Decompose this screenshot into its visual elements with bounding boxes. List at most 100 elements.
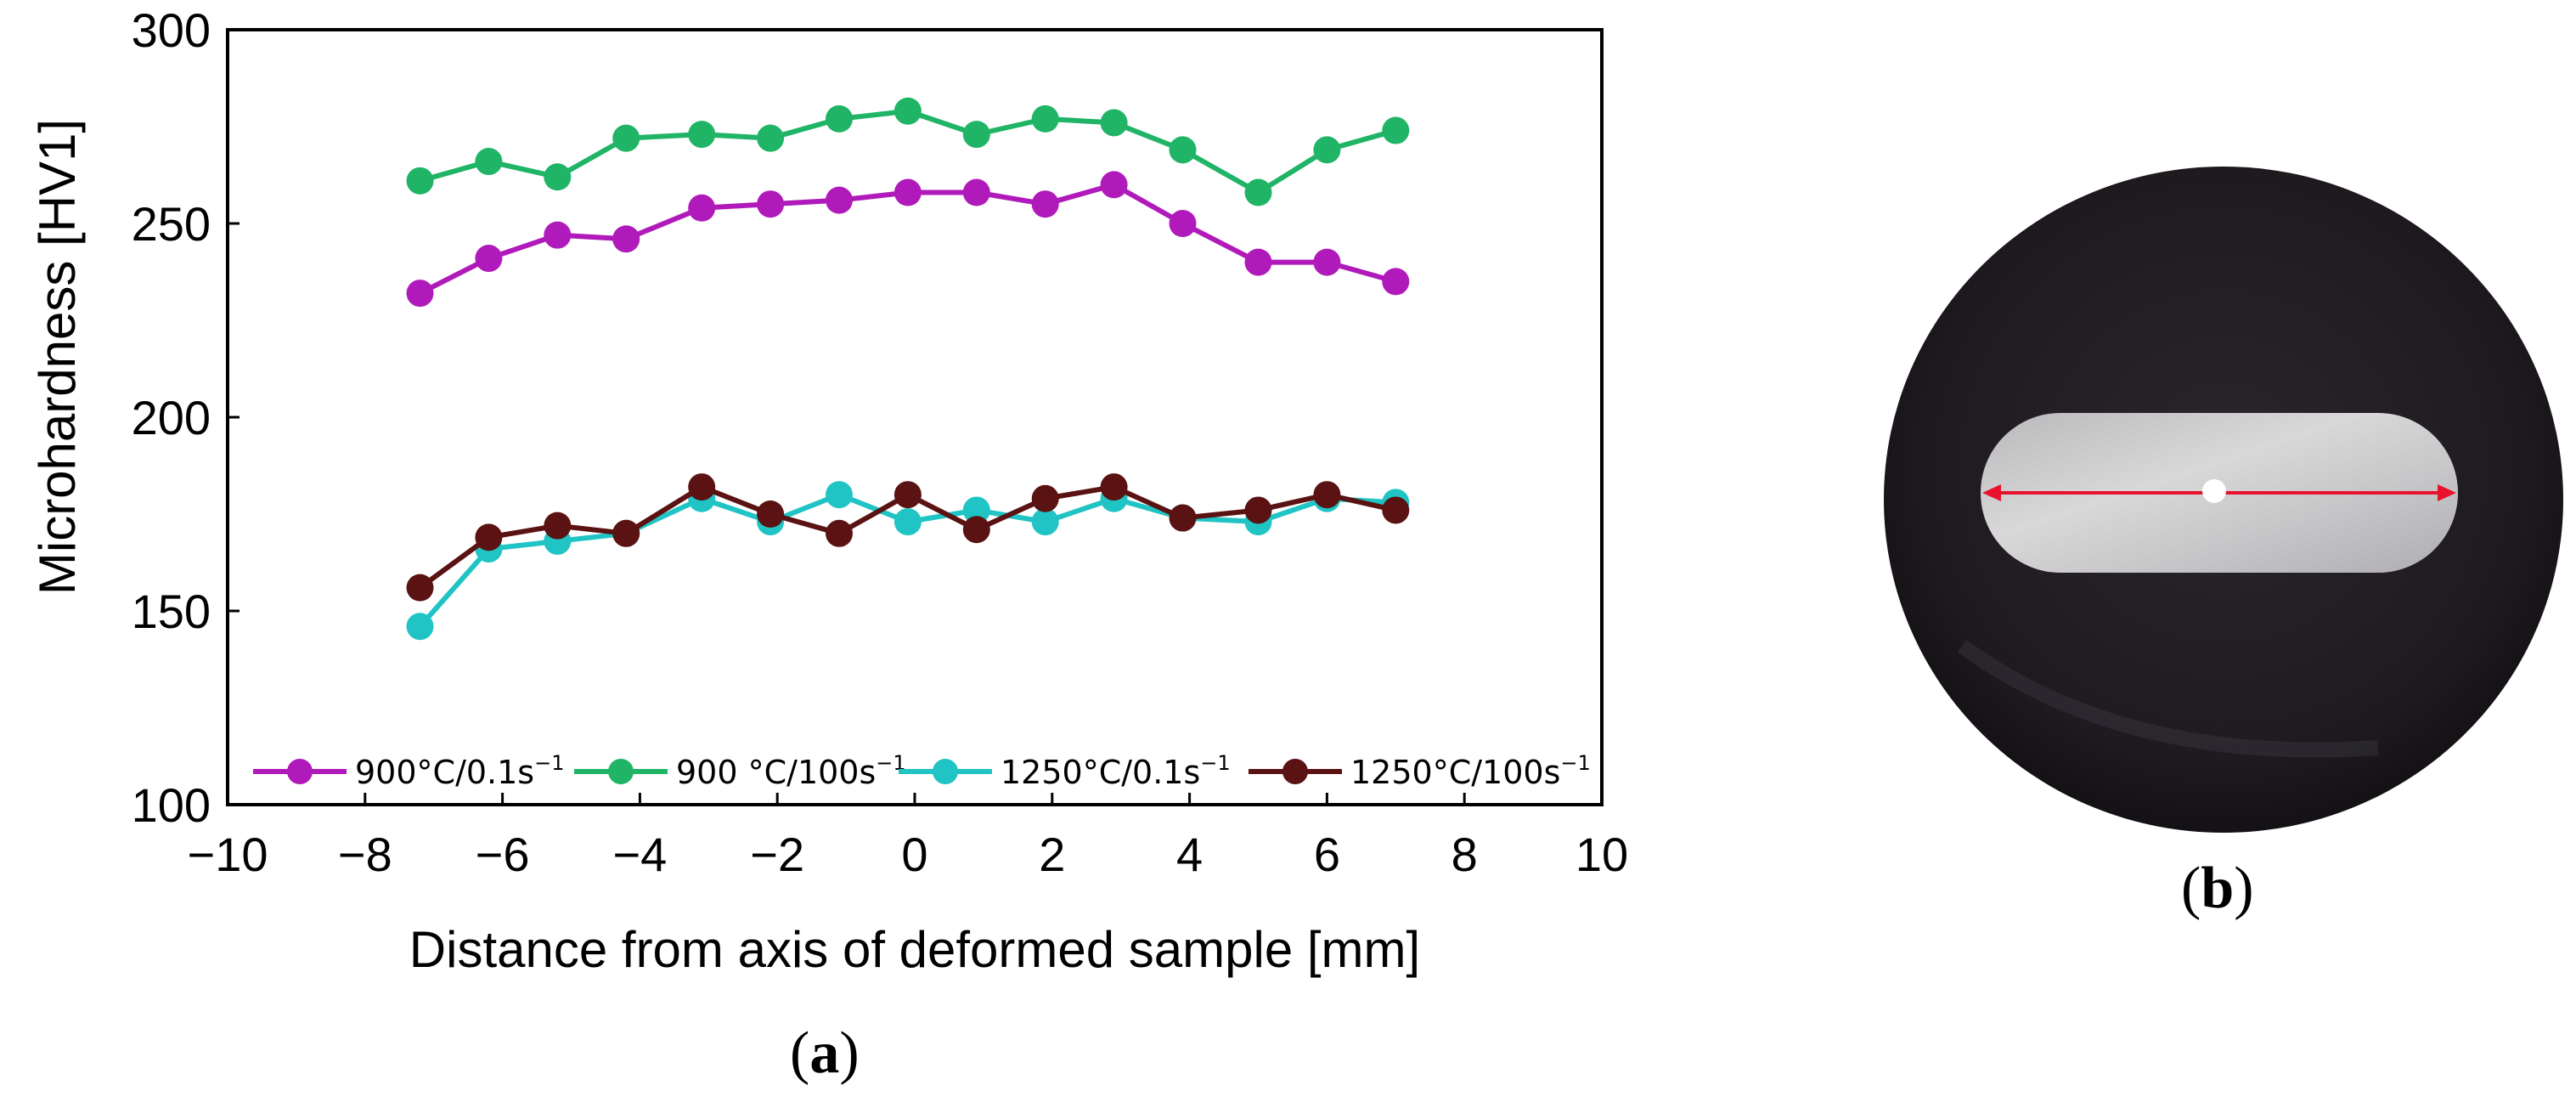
arrow-right-icon <box>2438 484 2456 501</box>
data-point <box>826 186 854 214</box>
legend-label-superscript: −1 <box>1200 751 1230 775</box>
data-point <box>1169 136 1197 164</box>
data-point <box>688 194 716 222</box>
data-point <box>893 178 922 206</box>
legend-marker <box>287 759 313 784</box>
chart-panel-a: 100 150 200 250 300 −10 −8 −6 −4 −2 0 2 4 6 8 10 Dista… <box>29 3 1628 1086</box>
data-point <box>757 190 785 218</box>
x-tick-label: 4 <box>1176 828 1203 881</box>
data-point <box>1382 268 1410 296</box>
data-point <box>962 178 990 206</box>
y-axis-ticks: 100 150 200 250 300 <box>132 3 240 832</box>
x-tick-label: 2 <box>1039 828 1065 881</box>
data-point <box>1169 504 1197 532</box>
legend-label-text: 1250°C/0.1s <box>1001 754 1200 791</box>
data-point <box>612 519 640 547</box>
series-3 <box>406 473 1410 602</box>
data-point <box>1244 496 1272 524</box>
data-point <box>475 245 503 273</box>
legend-label-text: 900 °C/100s <box>676 754 876 791</box>
data-point <box>475 523 503 551</box>
x-tick-label: 10 <box>1575 828 1628 881</box>
x-axis-ticks: −10 −8 −6 −4 −2 0 2 4 6 8 10 <box>188 793 1628 881</box>
legend-marker <box>1282 759 1308 784</box>
x-tick-label: −6 <box>476 828 530 881</box>
data-point <box>962 516 990 544</box>
y-tick-label: 150 <box>132 585 211 638</box>
panel-label-a: a <box>809 1020 839 1086</box>
data-point <box>1244 248 1272 276</box>
data-point <box>544 163 572 191</box>
data-point <box>1031 105 1059 133</box>
data-point <box>1313 481 1341 509</box>
arrow-left-icon <box>1982 484 2001 501</box>
x-tick-label: −2 <box>750 828 804 881</box>
data-point <box>406 280 434 308</box>
legend-entry: 1250°C/100s−1 <box>1249 751 1591 791</box>
data-point <box>544 221 572 249</box>
data-point <box>688 121 716 149</box>
series-1 <box>406 97 1410 206</box>
data-point <box>1169 210 1197 237</box>
series-0 <box>406 171 1410 308</box>
data-point <box>826 105 854 133</box>
legend-entry: 900 °C/100s−1 <box>574 751 906 791</box>
data-point <box>1244 178 1272 206</box>
panel-caption-b: (b) <box>2181 856 2254 921</box>
data-point <box>1100 171 1128 199</box>
x-tick-label: −8 <box>338 828 392 881</box>
data-point <box>1382 116 1410 144</box>
x-tick-label: 0 <box>901 828 927 881</box>
y-axis-label: Microhardness [HV1] <box>29 119 86 595</box>
data-point <box>612 225 640 253</box>
data-point <box>1382 496 1410 524</box>
legend-label-superscript: −1 <box>1560 751 1590 775</box>
y-tick-label: 300 <box>132 3 211 57</box>
data-point <box>962 496 990 524</box>
data-point <box>1031 190 1059 218</box>
data-point <box>406 574 434 602</box>
legend-label: 1250°C/100s−1 <box>1350 751 1591 791</box>
data-point <box>406 613 434 641</box>
data-point <box>1100 109 1128 137</box>
x-tick-label: 6 <box>1314 828 1340 881</box>
series-layer <box>406 97 1410 641</box>
data-point <box>893 97 922 125</box>
data-point <box>612 124 640 152</box>
data-point <box>962 121 990 149</box>
y-tick-label: 250 <box>132 197 211 251</box>
plot-frame <box>226 28 1604 806</box>
legend-label-text: 1250°C/100s <box>1350 754 1560 791</box>
legend-label-text: 900°C/0.1s <box>355 754 534 791</box>
sample-center-dot <box>2202 479 2226 503</box>
data-point <box>1313 248 1341 276</box>
data-point <box>893 481 922 509</box>
data-point <box>688 473 716 501</box>
x-tick-label: 8 <box>1451 828 1478 881</box>
disc-highlight <box>1957 639 2379 758</box>
legend-label: 900 °C/100s−1 <box>676 751 906 791</box>
data-point <box>1100 473 1128 501</box>
legend-label: 1250°C/0.1s−1 <box>1001 751 1231 791</box>
data-point <box>406 167 434 195</box>
legend-label: 900°C/0.1s−1 <box>355 751 565 791</box>
data-point <box>757 500 785 528</box>
x-axis-label: Distance from axis of deformed sample [m… <box>409 921 1420 978</box>
legend-marker <box>933 759 958 784</box>
y-tick-label: 100 <box>132 778 211 832</box>
legend-label-superscript: −1 <box>534 751 564 775</box>
data-point <box>826 481 854 509</box>
photo-panel-b: (b) <box>1884 167 2563 921</box>
data-point <box>544 512 572 540</box>
panel-caption-a: (a) <box>790 1020 860 1086</box>
legend: 900°C/0.1s−1 900 °C/100s−1 1250°C/0.1s−1 12… <box>253 751 1591 791</box>
x-tick-label: −4 <box>612 828 667 881</box>
data-point <box>826 519 854 547</box>
x-tick-label: −10 <box>188 828 268 881</box>
data-point <box>893 508 922 536</box>
y-tick-label: 200 <box>132 391 211 444</box>
data-point <box>1313 136 1341 164</box>
panel-label-b: b <box>2201 856 2234 921</box>
data-point <box>757 124 785 152</box>
